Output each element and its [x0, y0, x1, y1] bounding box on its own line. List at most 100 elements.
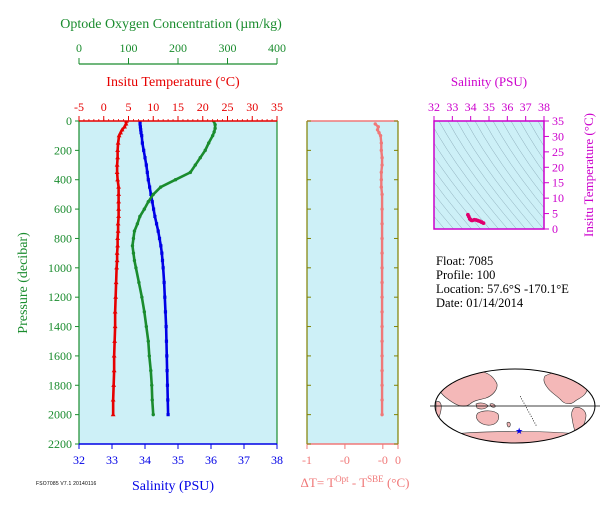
difference-point	[379, 141, 384, 145]
ts-temperature-tick-label: 30	[552, 129, 564, 143]
salinity-point	[142, 148, 146, 152]
salinity-line	[138, 121, 170, 415]
oxygen-point	[147, 354, 151, 358]
difference-point	[380, 368, 384, 373]
temperature-tick-label: 15	[172, 100, 184, 114]
salinity-point	[150, 200, 154, 204]
map-track-dot	[527, 409, 528, 411]
temperature-point	[122, 124, 127, 129]
oxygen-axis-title: Optode Oxygen Concentration (µm/kg)	[60, 17, 282, 32]
salinity-point	[161, 266, 165, 270]
difference-point	[379, 170, 384, 175]
temperature-point	[112, 338, 118, 343]
map-track-dot	[528, 411, 530, 413]
difference-point	[376, 125, 380, 129]
map-track-dot	[530, 415, 532, 417]
pressure-ticks: 0 200 400 600 800 1000 1200 1400 1600 1800 2000 220…	[48, 114, 79, 451]
temperature-point	[115, 235, 121, 241]
ts-contour	[434, 127, 508, 229]
salinity-point	[149, 192, 153, 197]
ts-contour	[528, 121, 544, 147]
oxygen-point	[146, 339, 150, 343]
salinity-point	[165, 368, 169, 373]
ts-yaxis-title: Insitu Temperature (°C)	[581, 113, 596, 237]
footer-tag: FSO7085 V7.1 20140116	[36, 481, 97, 487]
oxygen-point	[132, 258, 137, 263]
difference-line	[374, 123, 384, 415]
difference-ticks: -1 -0 -0 0	[302, 444, 401, 467]
difference-plot-area	[307, 121, 398, 444]
salinity-point	[160, 258, 165, 263]
oxygen-point	[203, 148, 207, 153]
difference-panel: -1 -0 -0 0 ΔT= TOpt - TSBE (°C)	[301, 120, 410, 490]
map-track-dot	[535, 424, 537, 426]
ts-contour	[474, 121, 544, 220]
temperature-point	[115, 155, 121, 160]
temperature-point	[116, 213, 121, 219]
salinity-point	[145, 170, 149, 174]
difference-label-sbe: SBE	[367, 474, 384, 484]
difference-point	[377, 131, 381, 135]
salinity-point	[143, 156, 147, 160]
temperature-point	[114, 265, 120, 270]
temperature-point	[111, 382, 117, 387]
difference-point	[380, 207, 384, 211]
map-track-dot	[533, 420, 534, 422]
ts-salinity-tick-label: 34	[465, 100, 477, 114]
ts-contour	[492, 121, 544, 197]
oxygen-tick-label: 400	[268, 41, 286, 55]
salinity-point	[146, 178, 150, 182]
salinity-tick-label: 36	[205, 453, 217, 467]
temperature-point	[113, 279, 119, 285]
salinity-point	[139, 131, 143, 135]
oxygen-series	[130, 121, 217, 417]
oxygen-point	[138, 214, 142, 219]
difference-point	[380, 412, 384, 417]
difference-point	[380, 295, 384, 299]
salinity-point	[156, 229, 160, 233]
pressure-tick-label: 1200	[48, 290, 72, 304]
temperature-point	[110, 412, 116, 417]
pressure-tick-label: 2200	[48, 437, 72, 451]
oxygen-ticks: 0 100 200 300 400	[76, 41, 286, 64]
difference-label-unit: (°C)	[384, 475, 410, 490]
temperature-point	[114, 162, 120, 167]
ts-temperature-tick-label: 0	[552, 222, 558, 236]
salinity-point	[138, 121, 142, 123]
difference-point	[380, 222, 384, 226]
temperature-point	[115, 147, 121, 152]
temperature-tick-label: -5	[74, 100, 84, 114]
temperature-tick-label: 25	[222, 100, 234, 114]
difference-point	[380, 251, 384, 255]
temperature-point	[114, 250, 120, 255]
oxygen-point	[212, 130, 216, 134]
oxygen-point	[135, 222, 140, 226]
difference-label-opt: Opt	[335, 474, 349, 484]
oxygen-point	[140, 295, 144, 299]
pressure-tick-label: 600	[54, 202, 72, 216]
salinity-tick-label: 38	[271, 453, 283, 467]
map-new-zealand	[506, 421, 511, 428]
profile-date: Date: 01/14/2014	[436, 296, 524, 310]
oxygen-point	[151, 412, 155, 417]
temperature-tick-label: 0	[101, 100, 107, 114]
oxygen-point	[142, 310, 147, 314]
oxygen-point	[188, 170, 193, 175]
oxygen-tick-label: 300	[219, 41, 237, 55]
ts-salinity-ticks: 32 33 34 35 36 37 38	[428, 100, 550, 121]
profile-plot-area	[79, 121, 277, 444]
oxygen-point	[146, 200, 150, 204]
temperature-tick-label: 30	[246, 100, 258, 114]
oxygen-point	[131, 236, 136, 241]
difference-point	[380, 280, 384, 285]
difference-point	[380, 266, 384, 270]
map-track-dot	[534, 422, 536, 424]
salinity-point	[164, 324, 168, 329]
temperature-point	[113, 294, 119, 299]
ts-salinity-tick-label: 36	[501, 100, 513, 114]
difference-series	[373, 122, 384, 417]
ts-contour	[537, 121, 544, 133]
temperature-point	[111, 353, 117, 358]
difference-point	[379, 148, 384, 153]
